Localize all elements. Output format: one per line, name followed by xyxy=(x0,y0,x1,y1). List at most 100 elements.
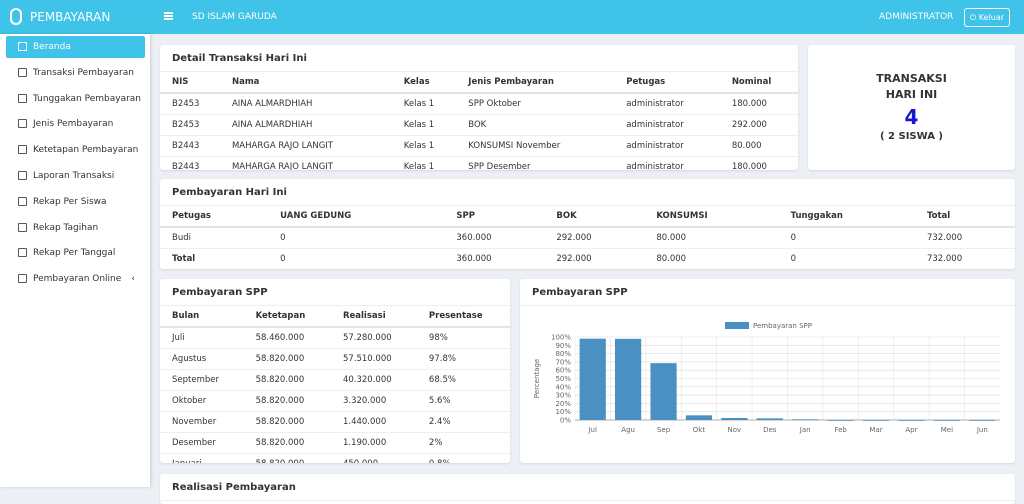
bar xyxy=(898,420,925,421)
x-tick-label: Jul xyxy=(587,426,597,434)
panel-title: Pembayaran Hari Ini xyxy=(160,179,1015,206)
sidebar: Beranda Transaksi Pembayaran Tunggakan Pem… xyxy=(0,34,150,487)
y-tick-label: 0% xyxy=(560,417,571,425)
column-header: UANG GEDUNG xyxy=(268,206,445,228)
table-row: Oktober 58.820.000 3.320.000 5.6% xyxy=(160,390,510,412)
column-header: Nama xyxy=(219,72,392,94)
chevron: ‹ xyxy=(131,274,135,285)
menu-label: Rekap Per Siswa xyxy=(33,196,107,207)
menu-item[interactable]: Tunggakan Pembayaran xyxy=(6,88,145,110)
x-tick-label: Nov xyxy=(728,426,742,434)
x-tick-label: Mar xyxy=(869,426,882,434)
table: Bulan Ketetapan Realisasi Presentase Juli 58.… xyxy=(160,306,510,463)
menu-item[interactable]: Transaksi Pembayaran xyxy=(6,62,145,84)
table-row: B2453 AINA ALMARDHIAH Kelas 1 BOK administra… xyxy=(160,114,798,136)
cell: 292.000 xyxy=(544,248,645,269)
table-header: NIS Nama Kelas Jenis Pembayaran Petugas Nomin… xyxy=(160,72,798,94)
table-wrap: NIS Nama Kelas Jenis Pembayaran Petugas Nomin… xyxy=(160,72,798,170)
cell: 180.000 xyxy=(719,156,798,170)
column-header: Kelas xyxy=(391,72,457,94)
cell: SPP Desember xyxy=(456,156,615,170)
cell: 360.000 xyxy=(444,227,545,249)
cell: 58.820.000 xyxy=(243,411,331,433)
menu-icon xyxy=(18,67,27,77)
column-header: NIS xyxy=(160,72,220,94)
cell: B2443 xyxy=(160,135,220,157)
cell: Juli xyxy=(160,327,244,349)
menu-item[interactable]: Rekap Per Tanggal xyxy=(6,242,145,264)
bar xyxy=(827,420,854,421)
cell: Kelas 1 xyxy=(391,93,457,115)
column-header: Nominal xyxy=(719,72,798,94)
menu-item[interactable]: Pembayaran Online ‹ xyxy=(6,268,145,290)
cell: Kelas 1 xyxy=(391,114,457,136)
column-header: Total xyxy=(914,206,1015,228)
cell: 292.000 xyxy=(719,114,798,136)
menu-icon xyxy=(18,93,27,103)
panel-title: Realisasi Pembayaran xyxy=(160,474,1015,501)
column-header: Ketetapan xyxy=(243,306,331,328)
cell: 360.000 xyxy=(444,248,545,269)
cell: B2453 xyxy=(160,114,220,136)
cell: 450.000 xyxy=(330,453,417,463)
x-tick-label: Okt xyxy=(693,426,706,434)
cell: 98% xyxy=(416,327,510,349)
cell: 80.000 xyxy=(644,248,779,269)
menu-item[interactable]: Rekap Per Siswa xyxy=(6,191,145,213)
x-tick-label: Mei xyxy=(941,426,953,434)
logo xyxy=(10,8,22,25)
table-row: November 58.820.000 1.440.000 2.4% xyxy=(160,411,510,433)
table-row: Agustus 58.820.000 57.510.000 97.8% xyxy=(160,348,510,370)
column-header: Petugas xyxy=(160,206,269,228)
menu-toggle[interactable] xyxy=(164,12,173,20)
cell: administrator xyxy=(614,114,720,136)
panel-title: Pembayaran SPP xyxy=(160,279,510,306)
table-row: September 58.820.000 40.320.000 68.5% xyxy=(160,369,510,391)
cell: 732.000 xyxy=(914,248,1015,269)
column-header: SPP xyxy=(444,206,545,228)
table: Petugas UANG GEDUNG SPP BOK KONSUMSI Tunggaka… xyxy=(160,206,1015,269)
menu-item[interactable]: Ketetapan Pembayaran xyxy=(6,139,145,161)
summary-count: 4 xyxy=(904,105,919,129)
menu-icon xyxy=(18,145,27,155)
spp-chart-panel: Pembayaran SPP 0% 10% 20% 30% 40% 50% 60% 70% 80… xyxy=(520,279,1015,463)
table-wrap: Bulan Ketetapan Realisasi Presentase Juli 58.… xyxy=(160,306,510,463)
cell: KONSUMSI November xyxy=(456,135,615,157)
column-header: Petugas xyxy=(614,72,720,94)
x-tick-label: Jan xyxy=(799,426,811,434)
x-tick-label: Apr xyxy=(905,426,917,434)
menu-item[interactable]: Laporan Transaksi xyxy=(6,165,145,187)
menu-label: Rekap Per Tanggal xyxy=(33,248,116,259)
logout-button[interactable]: ⏻ Keluar xyxy=(964,8,1010,27)
menu-item[interactable]: Rekap Tagihan xyxy=(6,217,145,239)
menu-label: Ketetapan Pembayaran xyxy=(33,145,139,156)
x-tick-label: Agu xyxy=(621,426,635,434)
bar xyxy=(969,420,996,421)
column-header: Jenis Pembayaran xyxy=(456,72,615,94)
column-header: Bulan xyxy=(160,306,244,328)
menu-label: Jenis Pembayaran xyxy=(33,119,114,130)
cell: 0 xyxy=(268,227,445,249)
table-row: Desember 58.820.000 1.190.000 2% xyxy=(160,432,510,454)
cell: BOK xyxy=(456,114,615,136)
x-tick-label: Jun xyxy=(976,426,988,434)
menu-icon xyxy=(18,196,27,206)
y-tick-label: 80% xyxy=(555,350,571,358)
user-name: ADMINISTRATOR xyxy=(879,12,954,22)
school-name: SD ISLAM GARUDA xyxy=(192,12,277,22)
cell: MAHARGA RAJO LANGIT xyxy=(219,156,392,170)
cell: 3.320.000 xyxy=(330,390,417,412)
cell: AINA ALMARDHIAH xyxy=(219,114,392,136)
cell: Agustus xyxy=(160,348,244,370)
menu-icon xyxy=(18,222,27,232)
table-row: B2443 MAHARGA RAJO LANGIT Kelas 1 KONSUMSI … xyxy=(160,135,798,157)
menu-item[interactable]: Jenis Pembayaran xyxy=(6,113,145,135)
cell: 58.820.000 xyxy=(243,390,331,412)
legend-label: Pembayaran SPP xyxy=(753,322,812,330)
table-row: B2453 AINA ALMARDHIAH Kelas 1 SPP Oktober ad… xyxy=(160,93,798,115)
cell: AINA ALMARDHIAH xyxy=(219,93,392,115)
menu-item[interactable]: Beranda xyxy=(6,36,145,58)
cell: Kelas 1 xyxy=(391,135,457,157)
